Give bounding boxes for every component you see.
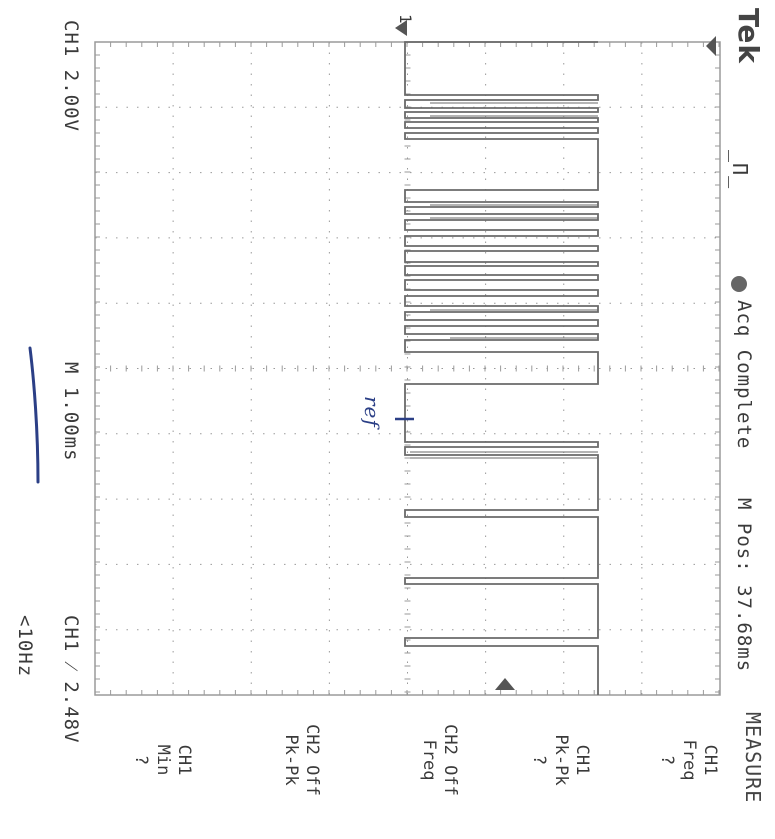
measure-source: CH2 Off [302, 724, 322, 796]
measure-value: ? [529, 754, 550, 766]
waveform-trace [404, 41, 599, 695]
trigger-position-icon [706, 36, 716, 56]
measure-slot-ch2-pk-pk[interactable]: CH2 Off Pk-Pk [210, 714, 322, 834]
brand-logo: Tek [732, 8, 765, 64]
measure-slot-ch1-min[interactable]: CH1 Min ? [82, 714, 195, 834]
measure-slot-ch1-freq[interactable]: CH1 Freq ? [608, 714, 721, 834]
timebase-readout: M 1.00ms [60, 362, 82, 462]
measure-source: CH2 Off [440, 724, 460, 796]
ch1-waveform [404, 41, 599, 695]
measure-slot-label: CH1 Freq ? [616, 704, 721, 816]
measure-slot-ch2-freq[interactable]: CH2 Off Freq [348, 714, 460, 834]
measure-slot-ch1-pk-pk[interactable]: CH1 Pk-Pk ? [480, 714, 593, 834]
measure-source: CH1 [700, 744, 720, 776]
measure-source: CH1 [174, 744, 194, 776]
ch1-volts-per-div: CH1 2.00V [60, 20, 82, 132]
channel-1-marker-label: 1 [396, 14, 415, 25]
measure-value: ? [131, 754, 152, 766]
measure-type: Freq [678, 739, 699, 781]
measure-value: ? [657, 754, 678, 766]
trigger-level-arrow-icon [495, 678, 515, 690]
handwritten-ref-note: ref [360, 396, 384, 428]
measure-menu-title: MEASURE [741, 712, 765, 804]
acq-status-dot-icon [731, 276, 747, 292]
measure-source: CH1 [572, 744, 592, 776]
measure-type: Pk-Pk [550, 734, 571, 786]
measure-slot-label: CH2 Off Freq [356, 704, 460, 816]
measure-slot-label: CH1 Min ? [90, 704, 195, 816]
channel-marker-icon [395, 20, 407, 36]
handwritten-pen-stroke [28, 346, 40, 484]
measure-slot-label: CH2 Off Pk-Pk [218, 704, 322, 816]
measure-type: Min [152, 744, 173, 776]
horizontal-position-readout: M Pos: 37.68ms [733, 498, 755, 673]
measure-type: Pk-Pk [280, 734, 301, 786]
measure-slot-label: CH1 Pk-Pk ? [488, 704, 593, 816]
acq-status-label: Acq Complete [733, 300, 755, 450]
measure-type: Freq [418, 739, 439, 781]
graticule [94, 41, 721, 696]
trigger-frequency-readout: <10Hz [14, 615, 36, 678]
trigger-type-indicator: _Π_ [728, 150, 752, 190]
